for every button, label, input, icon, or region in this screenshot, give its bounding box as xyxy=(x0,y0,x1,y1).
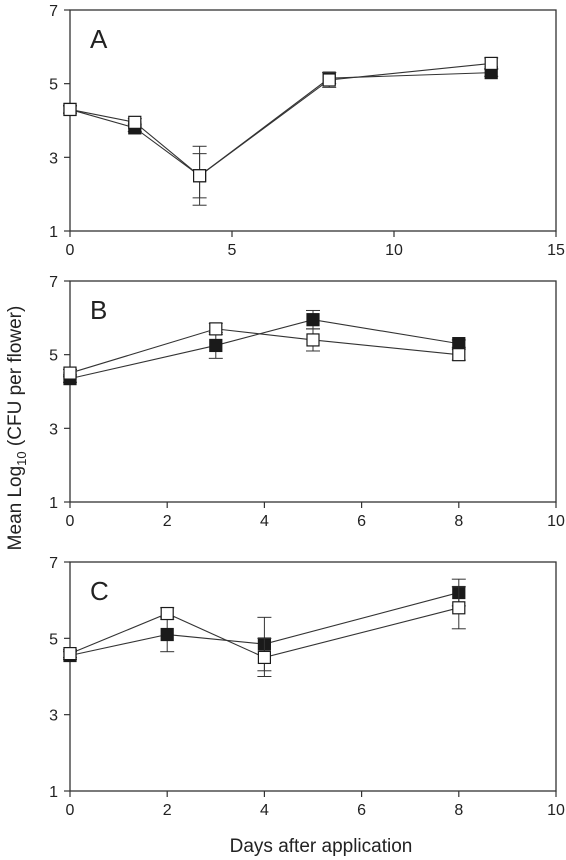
data-point-open xyxy=(452,348,466,362)
y-tick-label: 7 xyxy=(49,274,58,291)
y-tick-label: 3 xyxy=(49,150,58,167)
y-tick-label: 5 xyxy=(49,348,58,365)
series-line xyxy=(69,592,459,657)
x-tick-label: 15 xyxy=(547,242,565,259)
x-tick-label: 10 xyxy=(547,802,565,819)
data-point-open xyxy=(306,333,320,347)
y-axis-title: Mean Log10 (CFU per flower) xyxy=(5,306,29,551)
x-tick-label: 0 xyxy=(66,242,75,259)
data-point-filled xyxy=(452,337,466,351)
x-tick-label: 0 xyxy=(66,513,75,530)
data-point-open xyxy=(128,115,142,129)
data-point-open xyxy=(160,606,174,621)
data-point-open xyxy=(484,56,498,71)
data-point-filled xyxy=(209,338,223,353)
panel-C: 1 3 5 7 0 2 4 6 8 10 C xyxy=(49,555,565,819)
data-point-filled xyxy=(306,313,320,327)
y-tick-label: 1 xyxy=(49,495,58,512)
data-point-open xyxy=(63,646,77,661)
x-tick-label: 2 xyxy=(163,513,172,530)
y-axis-title-suffix: (CFU per flower) xyxy=(5,306,26,452)
y-tick-label: 7 xyxy=(49,3,58,20)
data-point-open xyxy=(322,73,336,87)
x-tick-label: 4 xyxy=(260,513,269,530)
plot-frame xyxy=(69,561,557,792)
x-tick-label: 8 xyxy=(454,513,463,530)
y-tick-label: 3 xyxy=(49,708,58,725)
x-tick-label: 10 xyxy=(547,513,565,530)
y-axis-title-subscript: 10 xyxy=(14,451,29,465)
panel-label: B xyxy=(90,295,107,325)
x-tick-label: 6 xyxy=(357,513,366,530)
y-tick-label: 1 xyxy=(49,784,58,801)
plot-frame xyxy=(69,9,557,232)
series-line xyxy=(69,319,459,380)
x-tick-label: 5 xyxy=(228,242,237,259)
x-tick-label: 2 xyxy=(163,802,172,819)
data-point-filled xyxy=(160,627,174,642)
y-tick-label: 1 xyxy=(49,224,58,241)
data-point-open xyxy=(257,650,271,665)
data-point-open xyxy=(193,169,207,183)
panel-A: 1 3 5 7 0 5 10 15 A xyxy=(49,3,565,259)
x-tick-label: 0 xyxy=(66,802,75,819)
data-point-open xyxy=(209,322,223,336)
panel-B: 1 3 5 7 0 2 4 6 8 10 B xyxy=(49,274,565,530)
x-tick-label: 6 xyxy=(357,802,366,819)
series-line xyxy=(69,607,459,658)
y-tick-label: 5 xyxy=(49,77,58,94)
data-point-open xyxy=(63,366,77,380)
plot-frame xyxy=(69,280,557,503)
data-point-open xyxy=(63,102,77,117)
x-tick-label: 4 xyxy=(260,802,269,819)
panel-label: C xyxy=(90,576,109,606)
y-tick-label: 7 xyxy=(49,555,58,572)
y-tick-label: 5 xyxy=(49,631,58,648)
x-tick-label: 8 xyxy=(454,802,463,819)
y-axis-title-prefix: Mean Log xyxy=(5,466,26,551)
series-line xyxy=(69,328,459,374)
panel-label: A xyxy=(90,24,108,54)
y-tick-label: 3 xyxy=(49,421,58,438)
x-axis-title: Days after application xyxy=(230,836,413,857)
data-point-open xyxy=(452,601,466,615)
x-tick-label: 10 xyxy=(385,242,403,259)
